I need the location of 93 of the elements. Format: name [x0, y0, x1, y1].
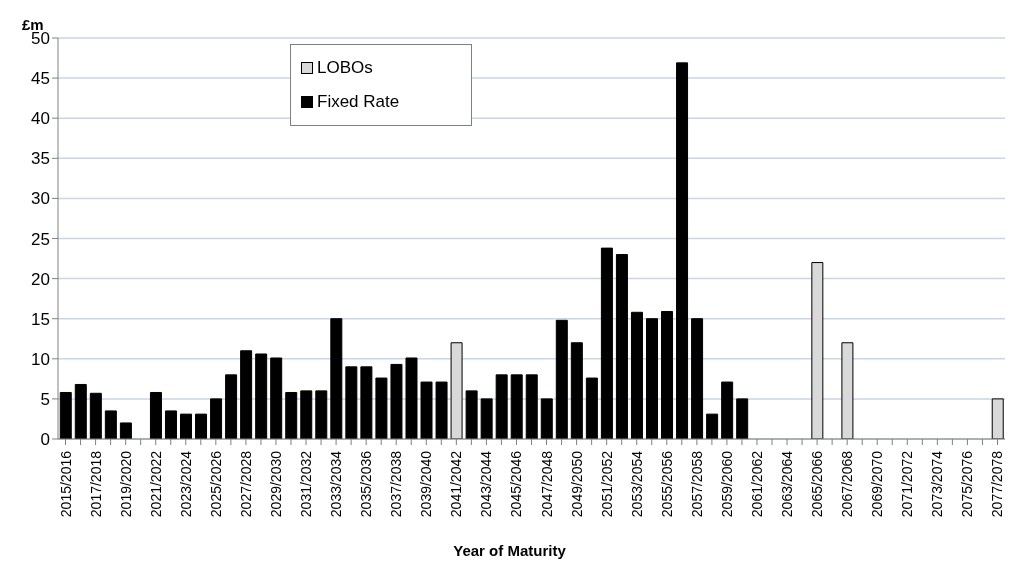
y-tick-label: 10 [31, 349, 50, 369]
bar [149, 391, 162, 439]
bar [375, 377, 388, 439]
bar [841, 342, 854, 439]
x-tick-label: 2047/2048 [538, 450, 555, 518]
bar [676, 62, 689, 439]
x-tick-label: 2059/2060 [718, 450, 735, 518]
x-tick-label: 2025/2026 [207, 450, 224, 518]
x-tick-label: 2023/2024 [177, 450, 194, 518]
x-tick-label: 2017/2018 [87, 450, 104, 518]
bar [435, 381, 448, 439]
x-tick-label: 2027/2028 [237, 450, 254, 518]
bar [811, 262, 824, 439]
x-tick-label: 2043/2044 [478, 450, 495, 518]
bar [706, 413, 719, 439]
bar [330, 318, 343, 439]
bar [195, 413, 208, 439]
bar [119, 422, 132, 439]
y-tick-label: 0 [40, 430, 50, 450]
x-tick-label: 2057/2058 [688, 450, 705, 518]
x-tick-label: 2051/2052 [598, 450, 615, 518]
x-tick-label: 2075/2076 [959, 450, 976, 518]
x-tick-label: 2015/2016 [57, 450, 74, 518]
bar [270, 357, 283, 439]
x-tick-label: 2029/2030 [267, 450, 284, 518]
bar [59, 391, 72, 439]
bar [89, 392, 102, 439]
bar [510, 374, 523, 439]
bar [540, 398, 553, 439]
bar [991, 398, 1004, 439]
x-tick-label: 2071/2072 [899, 450, 916, 518]
y-tick-label: 15 [31, 309, 50, 329]
bar [600, 247, 613, 439]
bar [210, 398, 223, 439]
legend-label: Fixed Rate [317, 92, 400, 112]
y-tick-label: 40 [31, 109, 50, 129]
x-tick-label: 2063/2064 [779, 450, 796, 518]
bar [480, 398, 493, 439]
bar [465, 390, 478, 439]
y-tick-label: 5 [40, 389, 50, 409]
bar [255, 353, 268, 439]
y-tick-label: 35 [31, 149, 50, 169]
bar [691, 318, 704, 439]
bar [570, 342, 583, 439]
bar [285, 391, 298, 439]
bar [450, 342, 463, 439]
bar [390, 363, 403, 439]
y-tick-label: 20 [31, 269, 50, 289]
bar [661, 310, 674, 439]
x-tick-label: 2077/2078 [989, 450, 1006, 518]
bar [180, 413, 193, 439]
bar [420, 381, 433, 439]
x-tick-label: 2033/2034 [328, 450, 345, 518]
bar [164, 410, 177, 439]
legend-label: LOBOs [317, 58, 373, 78]
bar [74, 383, 87, 439]
bar [225, 374, 238, 439]
bar [315, 390, 328, 439]
bar [645, 318, 658, 439]
bar [736, 398, 749, 439]
x-tick-label: 2021/2022 [147, 450, 164, 518]
x-tick-label: 2067/2068 [839, 450, 856, 518]
x-tick-label: 2055/2056 [658, 450, 675, 518]
x-tick-label: 2045/2046 [508, 450, 525, 518]
x-tick-label: 2035/2036 [358, 450, 375, 518]
bar [360, 366, 373, 439]
x-tick-label: 2037/2038 [388, 450, 405, 518]
x-tick-label: 2039/2040 [418, 450, 435, 518]
x-tick-label: 2049/2050 [568, 450, 585, 518]
bar [525, 374, 538, 439]
bar [345, 366, 358, 439]
bar [630, 311, 643, 439]
y-tick-label: 45 [31, 69, 50, 89]
x-tick-label: 2031/2032 [298, 450, 315, 518]
y-tick-label: 25 [31, 229, 50, 249]
bar [495, 374, 508, 439]
x-axis-title: Year of Maturity [452, 542, 567, 559]
bar [721, 381, 734, 439]
bar [615, 254, 628, 439]
x-tick-label: 2041/2042 [448, 450, 465, 518]
x-tick-label: 2069/2070 [869, 450, 886, 518]
x-tick-label: 2061/2062 [748, 450, 765, 518]
bar [555, 319, 568, 439]
x-tick-label: 2073/2074 [929, 450, 946, 518]
bar [104, 410, 117, 439]
bar [240, 350, 253, 439]
bar [300, 390, 313, 439]
bar [585, 377, 598, 439]
x-tick-label: 2019/2020 [117, 450, 134, 518]
bar [405, 357, 418, 439]
y-tick-label: 30 [31, 189, 50, 209]
x-tick-label: 2065/2066 [809, 450, 826, 518]
x-tick-label: 2053/2054 [628, 450, 645, 518]
